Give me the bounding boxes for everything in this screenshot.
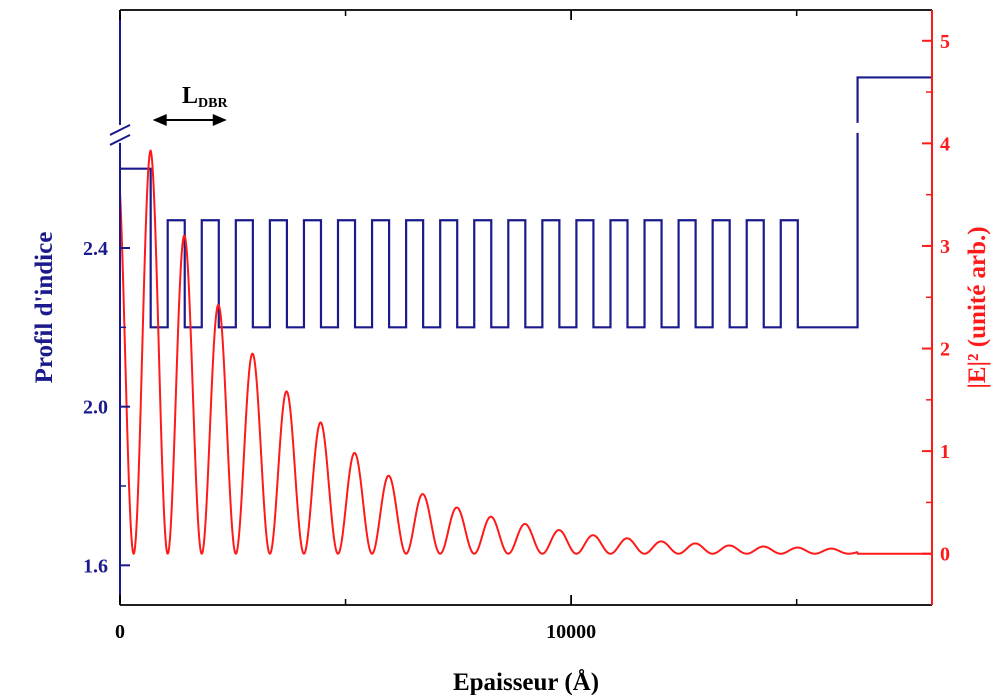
axis-break-mark [109, 134, 131, 146]
x-axis-label: Epaisseur (Å) [453, 668, 599, 695]
ldbr-label: LDBR [182, 83, 228, 111]
series-layer [119, 76, 933, 555]
y-right-tick-label: 0 [940, 544, 950, 566]
series-field-intensity [119, 149, 933, 555]
x-tick-label: 10000 [546, 621, 596, 643]
axis-layer: 0 10000 Epaisseur (Å) 1.6 2.0 2.4 Profil d'ind… [31, 9, 991, 696]
y-left-tick-label: 2.4 [83, 238, 108, 260]
y-left-axis-label: Profil d'indice [31, 232, 58, 384]
y-right-tick-label: 2 [940, 339, 950, 361]
y-left-tick-label: 1.6 [83, 555, 108, 577]
axis-break-mark [109, 124, 131, 136]
series-index-profile-top [856, 76, 932, 123]
y-right-tick-label: 1 [940, 441, 950, 463]
ldbr-arrowhead-right [212, 114, 227, 126]
y-right-tick-label: 4 [940, 133, 950, 155]
x-tick-label: 0 [115, 621, 125, 643]
y-right-axis-label: |E|² (unité arb.) [964, 226, 991, 388]
ldbr-arrowhead-left [152, 114, 167, 126]
y-right-tick-label: 3 [940, 236, 950, 258]
series-index-profile [120, 132, 859, 329]
y-right-tick-label: 5 [940, 31, 950, 53]
annotation-layer: LDBR [152, 83, 228, 126]
y-left-tick-label: 2.0 [83, 397, 108, 419]
